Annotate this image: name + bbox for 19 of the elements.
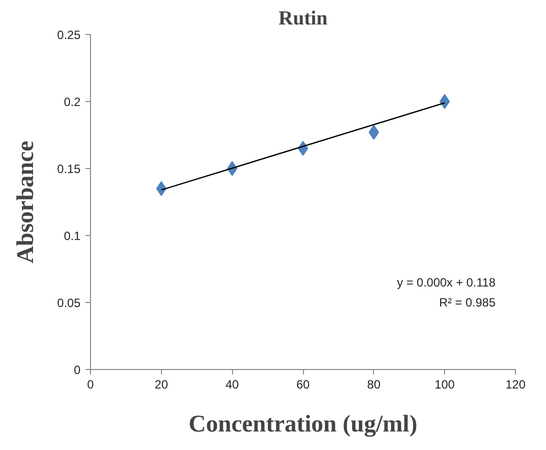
x-tick-label: 60	[296, 378, 310, 392]
chart-title: Rutin	[278, 8, 328, 30]
x-tick-label: 80	[367, 378, 381, 392]
x-tick-label: 100	[434, 378, 456, 392]
annotation: R² = 0.985	[439, 296, 496, 310]
x-tick-label: 0	[87, 378, 94, 392]
y-axis-title: Absorbance	[13, 140, 40, 264]
y-tick-label: 0.15	[57, 162, 81, 176]
annotation: y = 0.000x + 0.118	[396, 276, 496, 290]
x-axis-title: Concentration (ug/ml)	[188, 412, 418, 438]
point	[440, 94, 450, 109]
y-tick-label: 0.25	[57, 28, 81, 42]
y-tick-label: 0.1	[64, 229, 81, 243]
x-tick-label: 40	[225, 378, 240, 392]
x-tick-label: 120	[505, 378, 526, 392]
y-tick-label: 0.05	[57, 296, 81, 310]
y-tick-label: 0	[74, 363, 81, 377]
x-tick-label: 20	[154, 378, 168, 392]
y-tick-label: 0.2	[64, 95, 81, 109]
